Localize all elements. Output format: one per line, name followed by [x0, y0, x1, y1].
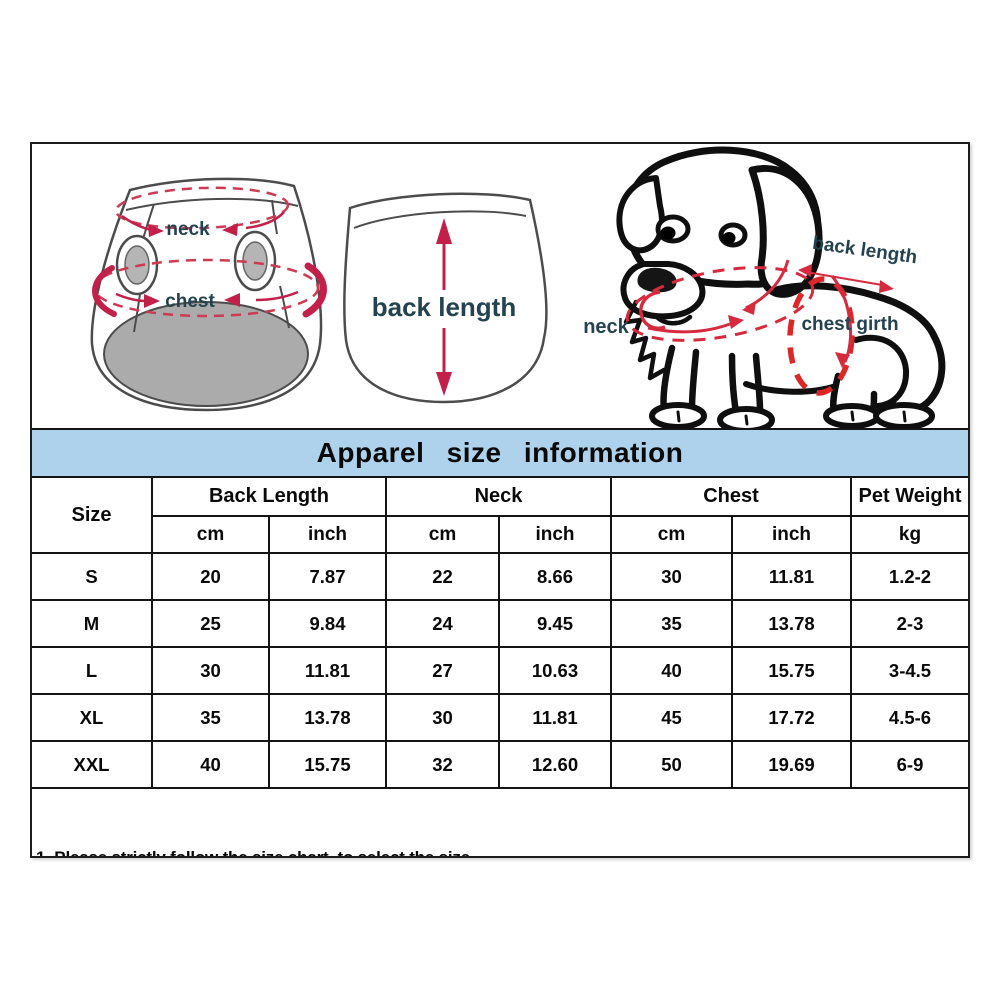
size-table: Size Back Length Neck Chest Pet Weight c… — [32, 478, 968, 789]
header-pet-weight: Pet Weight — [850, 478, 968, 517]
garment-neck-label: neck — [166, 219, 210, 240]
unit-neck-cm: cm — [385, 515, 500, 554]
cell-chest-inch: 13.78 — [730, 599, 853, 648]
cell-neck-inch: 9.45 — [498, 599, 612, 648]
dog-chest-girth-label: chest girth — [801, 314, 898, 335]
title-bar: Apparel size information — [32, 428, 968, 478]
dog-back-length-label: back length — [811, 233, 918, 268]
cell-back-cm: 35 — [151, 693, 270, 742]
cell-chest-inch: 19.69 — [730, 740, 853, 789]
cell-chest-cm: 45 — [610, 693, 733, 742]
dog-neck-label: neck — [583, 316, 629, 338]
cell-size: M — [32, 599, 153, 648]
cell-weight: 2-3 — [850, 599, 968, 648]
cell-chest-inch: 15.75 — [730, 646, 853, 695]
garment-front-figure: neck chest — [90, 177, 327, 412]
cell-back-cm: 20 — [151, 552, 270, 601]
unit-back-cm: cm — [152, 515, 270, 554]
cell-neck-inch: 10.63 — [498, 646, 612, 695]
cell-back-inch: 13.78 — [268, 693, 387, 742]
cell-weight: 1.2-2 — [850, 552, 968, 601]
garment-back-length-label: back length — [372, 292, 516, 322]
table-row-xxl: XXL 40 15.75 32 12.60 50 19.69 6-9 — [32, 740, 968, 789]
cell-chest-cm: 35 — [610, 599, 733, 648]
header-neck: Neck — [385, 478, 612, 517]
cell-size: S — [32, 552, 153, 601]
cell-chest-inch: 17.72 — [730, 693, 853, 742]
cell-size: XL — [32, 693, 153, 742]
unit-back-inch: inch — [268, 515, 387, 554]
cell-neck-inch: 12.60 — [498, 740, 612, 789]
cell-weight: 3-4.5 — [850, 646, 968, 695]
unit-chest-inch: inch — [730, 515, 853, 554]
cell-neck-cm: 24 — [385, 599, 500, 648]
unit-weight-kg: kg — [850, 515, 968, 554]
header-chest: Chest — [609, 478, 853, 517]
cell-chest-inch: 11.81 — [730, 552, 853, 601]
cell-back-cm: 25 — [151, 599, 270, 648]
cell-chest-cm: 50 — [610, 740, 733, 789]
cell-back-inch: 7.87 — [268, 552, 387, 601]
cell-size: XXL — [32, 740, 153, 789]
cell-chest-cm: 40 — [610, 646, 733, 695]
header-size: Size — [32, 478, 153, 554]
table-row-l: L 30 11.81 27 10.63 40 15.75 3-4.5 — [32, 646, 968, 695]
dog-left-ear — [616, 175, 665, 254]
measurement-diagram: neck chest — [90, 146, 946, 428]
unit-chest-cm: cm — [610, 515, 733, 554]
dog-neck-ellipse — [625, 266, 815, 342]
cell-back-inch: 15.75 — [268, 740, 387, 789]
cell-neck-cm: 27 — [385, 646, 500, 695]
unit-neck-inch: inch — [498, 515, 612, 554]
cell-weight: 4.5-6 — [850, 693, 968, 742]
header-back-length: Back Length — [151, 478, 387, 517]
table-row-xl: XL 35 13.78 30 11.81 45 17.72 4.5-6 — [32, 693, 968, 742]
page-title: Apparel size information — [316, 437, 684, 468]
neck-measure-ellipse — [114, 186, 290, 230]
garment-chest-label: chest — [165, 291, 215, 312]
footnote-1: 1. Please strictly follow the size chart… — [36, 848, 475, 858]
back-length-arrow — [436, 218, 452, 396]
cell-chest-cm: 30 — [610, 552, 733, 601]
cell-back-inch: 9.84 — [268, 599, 387, 648]
measurement-illustrations: neck chest — [32, 144, 968, 428]
cell-back-cm: 40 — [151, 740, 270, 789]
cell-neck-cm: 30 — [385, 693, 500, 742]
cell-neck-inch: 8.66 — [498, 552, 612, 601]
cell-neck-cm: 22 — [385, 552, 500, 601]
cell-weight: 6-9 — [850, 740, 968, 789]
garment-back-figure: back length — [343, 192, 548, 404]
cell-back-inch: 11.81 — [268, 646, 387, 695]
cell-neck-inch: 11.81 — [498, 693, 612, 742]
cell-neck-cm: 32 — [385, 740, 500, 789]
size-chart-panel: neck chest — [30, 142, 970, 858]
cell-back-cm: 30 — [151, 646, 270, 695]
table-row-m: M 25 9.84 24 9.45 35 13.78 2-3 — [32, 599, 968, 648]
table-group-header-row: Size Back Length Neck Chest Pet Weight — [32, 478, 968, 554]
table-row-s: S 20 7.87 22 8.66 30 11.81 1.2-2 — [32, 552, 968, 601]
table-unit-header-row: cm inch cm inch cm inch kg — [32, 515, 968, 554]
dog-nose — [637, 267, 677, 293]
footnotes: 1. Please strictly follow the size chart… — [32, 789, 968, 856]
cell-size: L — [32, 646, 153, 695]
dog-right-ear — [748, 165, 823, 298]
leg-hole-right — [233, 230, 277, 292]
